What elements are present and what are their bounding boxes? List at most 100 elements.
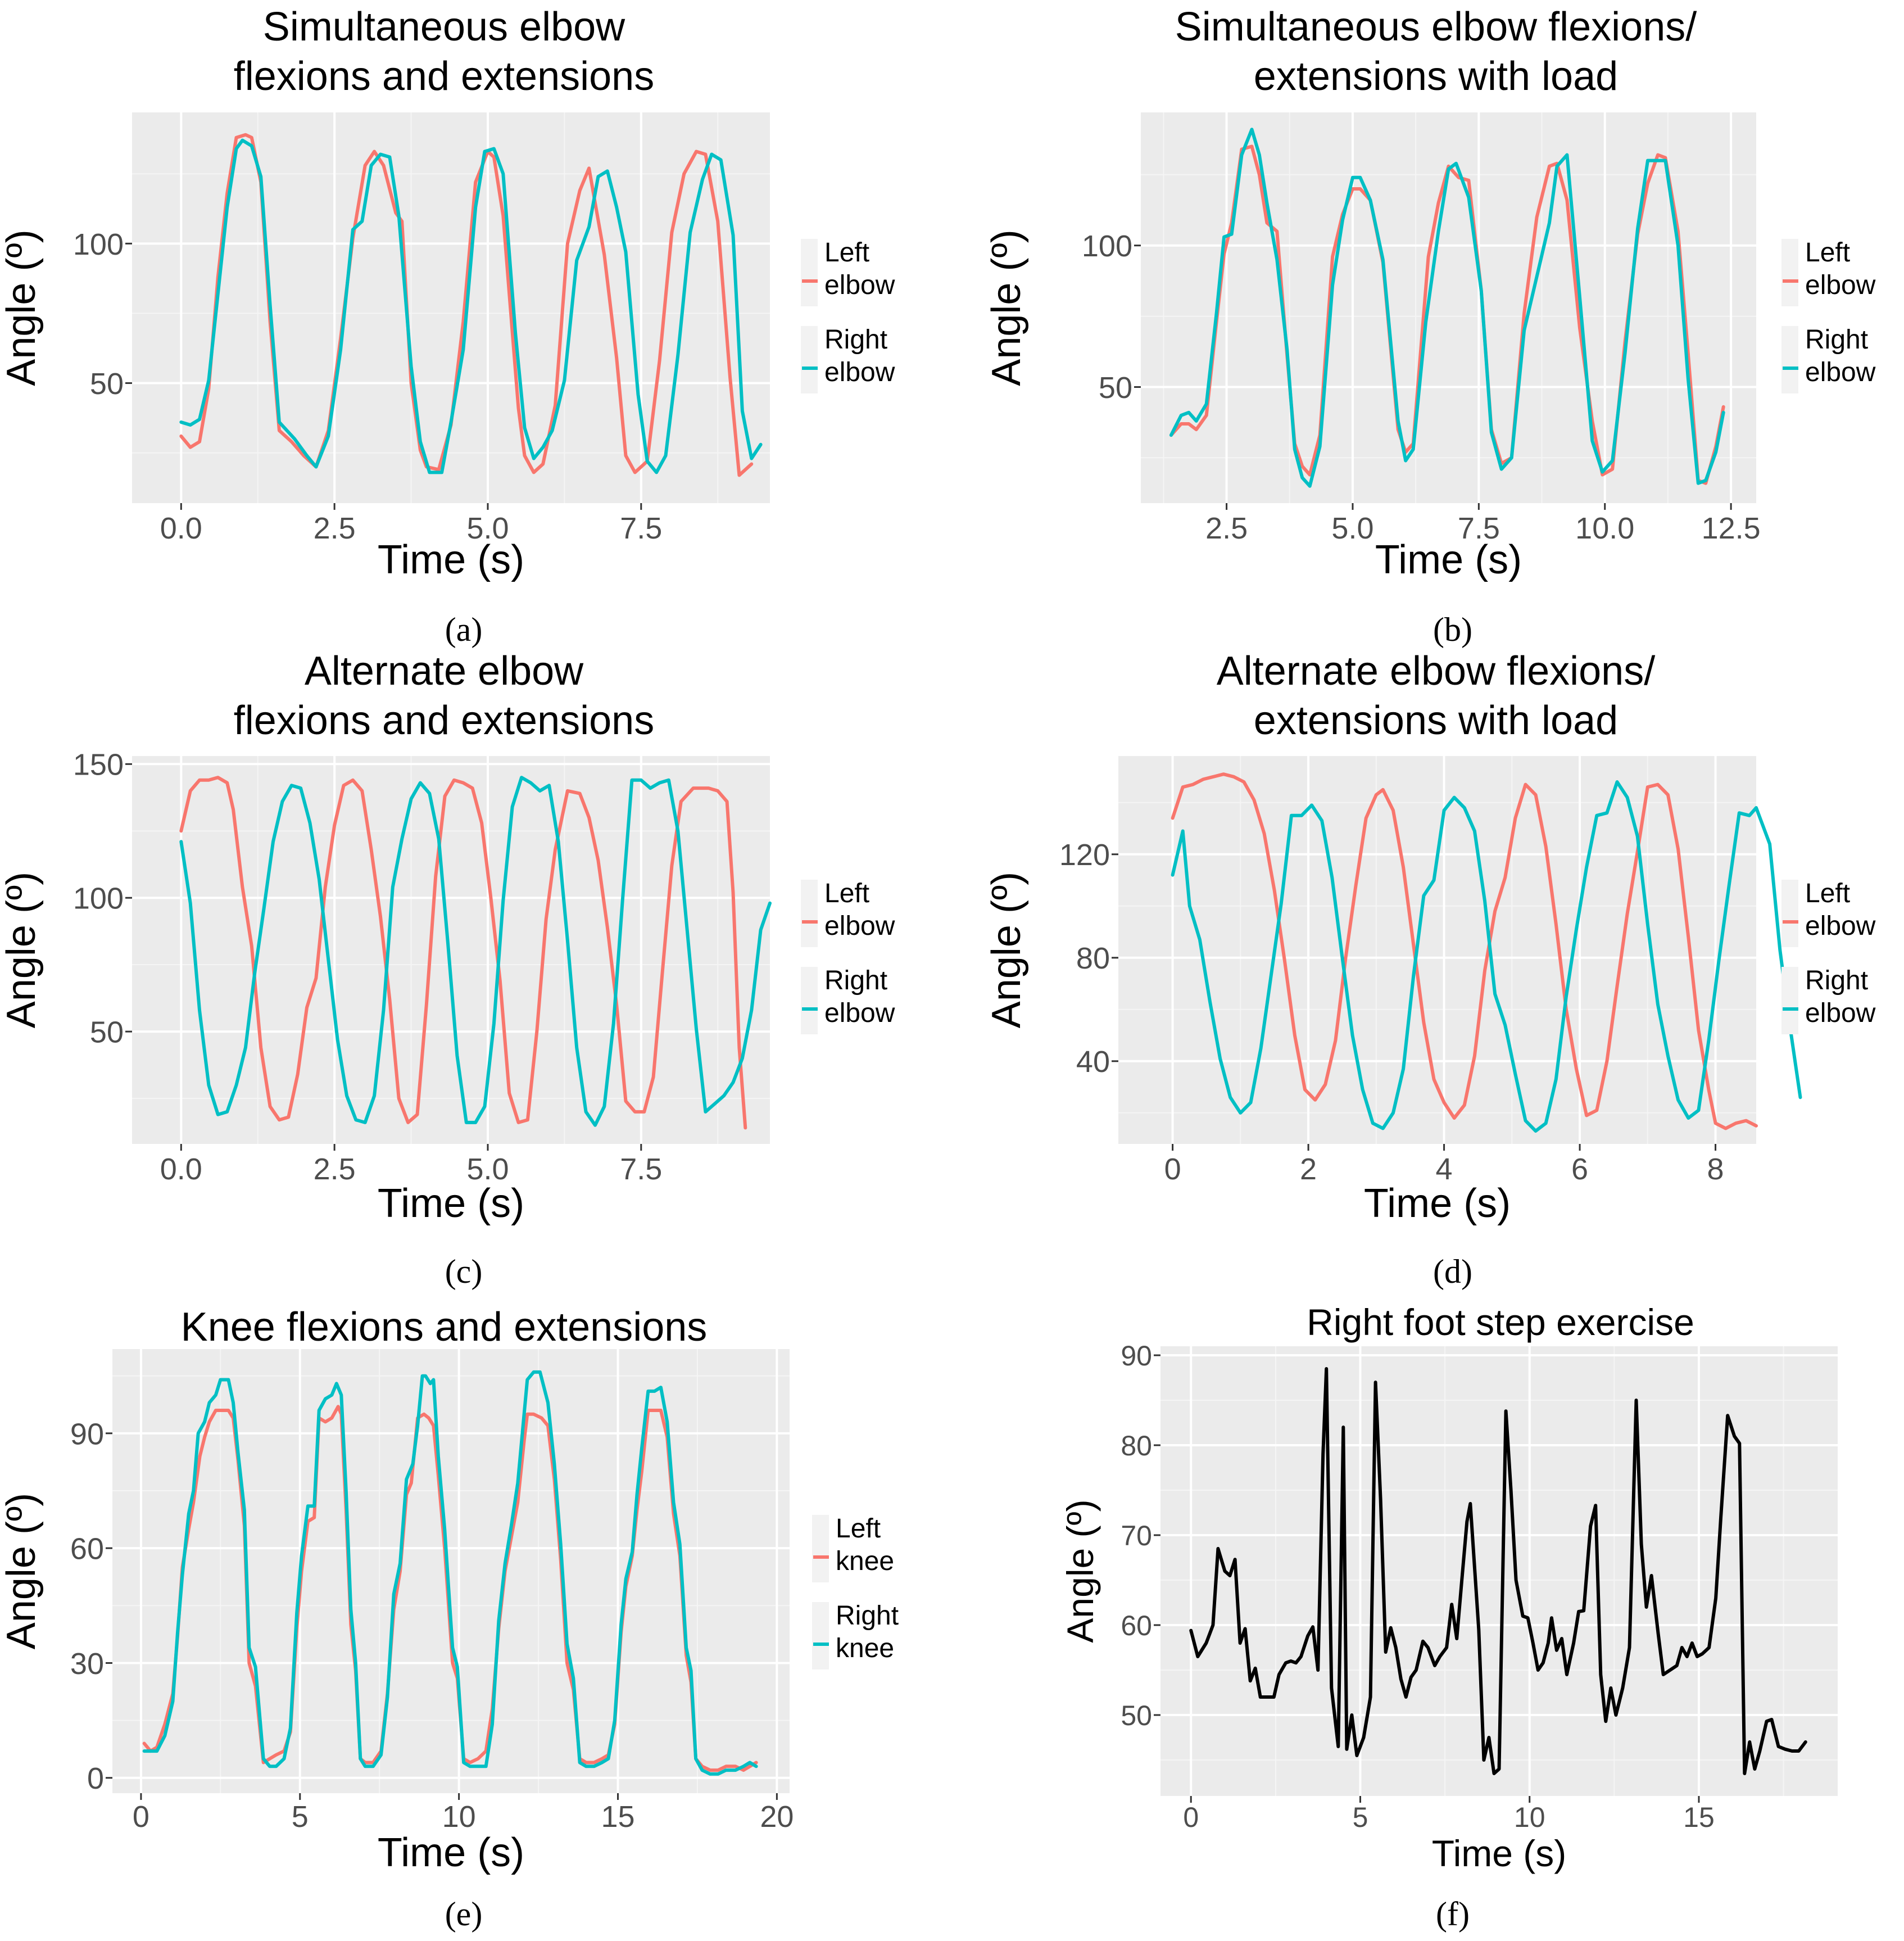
legend-label: Left — [1805, 238, 1850, 268]
chart-panel-c: 0.0 2.5 5.0 7.5 50 100 150 Alternate elbowflexi… — [0, 649, 895, 1290]
legend-label: elbow — [824, 270, 895, 300]
x-tick-label: 7.5 — [1458, 512, 1500, 545]
legend-label: Left — [1805, 879, 1850, 908]
chart-title: extensions with load — [1254, 54, 1618, 99]
y-tick-label: 50 — [90, 1016, 124, 1049]
legend-key-bg — [812, 1515, 829, 1582]
chart-title: Right foot step exercise — [1307, 1301, 1694, 1343]
y-tick-label: 90 — [1121, 1340, 1152, 1372]
legend: Left elbow Right elbow — [1781, 238, 1876, 393]
panel-caption: (a) — [445, 611, 483, 648]
x-tick-label: 15 — [1683, 1802, 1715, 1833]
y-axis-label: Angle (º) — [984, 229, 1029, 386]
chart-panel-f: 0 5 10 15 50 60 70 80 90 Right foot step exercise… — [1059, 1301, 1838, 1933]
y-tick-label: 80 — [1121, 1430, 1152, 1462]
x-tick-label: 15 — [601, 1800, 634, 1834]
legend-label: elbow — [824, 998, 895, 1028]
y-tick-label: 60 — [1121, 1610, 1152, 1641]
chart-panel-e: 0 5 10 15 20 0 30 60 90 Knee flexions and extensi… — [0, 1305, 899, 1933]
y-axis-label: Angle (º) — [1059, 1499, 1101, 1643]
x-tick-label: 5.0 — [1331, 512, 1373, 545]
legend-label: Right — [1805, 325, 1868, 355]
y-tick-label: 100 — [73, 882, 124, 916]
legend-label: elbow — [1805, 358, 1876, 387]
y-tick-label: 70 — [1121, 1520, 1152, 1551]
y-axis-label: Angle (º) — [0, 872, 44, 1028]
y-tick-label: 100 — [1082, 229, 1132, 263]
x-tick-label: 5 — [292, 1800, 309, 1834]
panel-caption: (f) — [1436, 1895, 1470, 1933]
panel-caption: (b) — [1433, 611, 1472, 648]
series-line-right-elbow — [179, 776, 772, 1127]
x-tick-label: 2 — [1300, 1152, 1317, 1186]
plot-background — [132, 112, 770, 503]
chart-title: Alternate elbow flexions/ — [1217, 649, 1655, 694]
panel-caption: (d) — [1433, 1253, 1472, 1290]
x-tick-label: 5.0 — [466, 512, 509, 545]
x-tick-label: 7.5 — [620, 512, 662, 545]
y-tick-label: 50 — [1121, 1700, 1152, 1731]
y-tick-label: 90 — [70, 1417, 104, 1451]
x-tick-label: 2.5 — [314, 512, 356, 545]
y-tick-label: 50 — [90, 367, 124, 401]
chart-title: Alternate elbow — [305, 649, 584, 694]
legend-key-bg — [801, 326, 818, 393]
x-tick-label: 10 — [1514, 1802, 1545, 1833]
y-tick-label: 60 — [70, 1532, 104, 1566]
chart-panel-d: 0 2 4 6 8 40 80 120 Alternate elbow flexions/ext… — [984, 649, 1876, 1290]
legend-label: elbow — [1805, 911, 1876, 941]
y-tick-label: 150 — [73, 748, 124, 782]
y-tick-label: 120 — [1059, 838, 1110, 872]
y-tick-label: 100 — [73, 228, 124, 261]
legend-label: elbow — [1805, 270, 1876, 300]
chart-title: flexions and extensions — [234, 54, 654, 99]
legend-key-bg — [801, 880, 818, 947]
legend: Left knee Right knee — [812, 1514, 899, 1669]
legend-key-bg — [1781, 326, 1798, 393]
y-tick-label: 50 — [1099, 371, 1132, 405]
chart-title: Simultaneous elbow — [263, 4, 625, 49]
legend-key-bg — [801, 967, 818, 1034]
legend-label: elbow — [824, 358, 895, 387]
x-tick-label: 7.5 — [620, 1152, 662, 1186]
x-tick-label: 0.0 — [160, 1152, 202, 1186]
legend-label: elbow — [1805, 998, 1876, 1028]
x-axis-label: Time (s) — [1364, 1181, 1511, 1226]
series-line-left-elbow — [179, 776, 747, 1130]
y-axis-label: Angle (º) — [0, 229, 44, 386]
series-line-right-foot — [1189, 1367, 1807, 1775]
x-tick-label: 0 — [1164, 1152, 1181, 1186]
chart-title: Knee flexions and extensions — [181, 1305, 708, 1350]
series-line-right-knee — [142, 1370, 758, 1776]
legend-key-bg — [1781, 239, 1798, 306]
x-tick-label: 0 — [133, 1800, 149, 1834]
y-tick-label: 30 — [70, 1647, 104, 1681]
panel-caption: (c) — [445, 1253, 483, 1290]
x-tick-label: 2.5 — [1205, 512, 1248, 545]
series-line-right-elbow — [1169, 128, 1725, 488]
legend-key-bg — [801, 239, 818, 306]
y-axis-label: Angle (º) — [0, 1493, 44, 1649]
legend-label: Right — [1805, 966, 1868, 996]
x-axis-label: Time (s) — [378, 1181, 524, 1226]
x-tick-label: 0 — [1183, 1802, 1199, 1833]
legend-label: elbow — [824, 911, 895, 941]
x-axis-label: Time (s) — [1432, 1833, 1567, 1874]
x-axis-label: Time (s) — [378, 1830, 524, 1875]
y-axis-label: Angle (º) — [984, 872, 1029, 1028]
y-tick-label: 0 — [87, 1762, 104, 1795]
x-tick-label: 10 — [442, 1800, 476, 1834]
x-tick-label: 10.0 — [1575, 512, 1634, 545]
y-tick-label: 40 — [1076, 1045, 1110, 1079]
plot-background — [112, 1349, 790, 1793]
legend-label: Left — [836, 1514, 881, 1544]
x-tick-label: 2.5 — [314, 1152, 356, 1186]
legend-key-bg — [1781, 880, 1798, 947]
x-tick-label: 12.5 — [1702, 512, 1761, 545]
chart-title: flexions and extensions — [234, 698, 654, 743]
x-tick-label: 4 — [1436, 1152, 1453, 1186]
legend-key-bg — [812, 1602, 829, 1669]
